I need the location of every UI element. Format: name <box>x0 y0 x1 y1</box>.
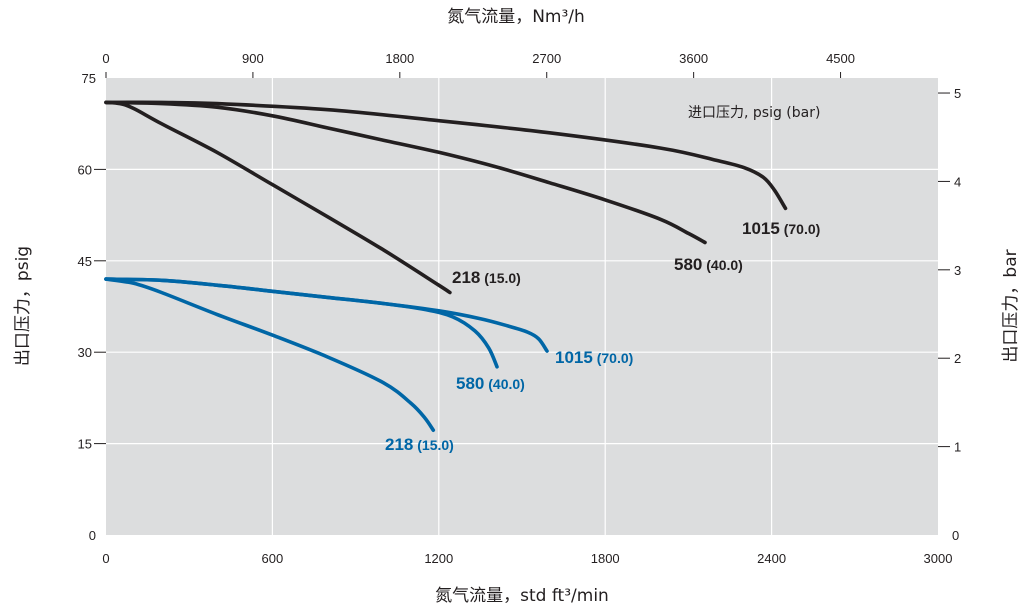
top-tick-label: 2700 <box>532 51 561 66</box>
right-axis-title: 出口压力，bar <box>1001 249 1021 362</box>
curve-labels: 1015 (70.0) 580 (40.0) 218 (15.0) 1015 (70.… <box>385 219 820 454</box>
series-label-218: 218 (15.0) <box>452 268 521 287</box>
series-label-580: 580 (40.0) <box>456 374 525 393</box>
top-tick-label: 3600 <box>679 51 708 66</box>
top-tick-label: 1800 <box>385 51 414 66</box>
left-tick-label: 15 <box>78 437 92 452</box>
bottom-tick-label: 0 <box>102 551 109 566</box>
series-line-218 <box>104 100 452 295</box>
left-axis-title: 出口压力，psig <box>13 246 33 366</box>
right-tick-label: 4 <box>954 174 961 189</box>
right-tick-label: 1 <box>954 440 961 455</box>
right-tick-label: 3 <box>954 263 961 278</box>
plot-area <box>106 78 938 535</box>
series-line-580 <box>104 277 499 369</box>
bottom-axis-title: 氮气流量，std ft³/min <box>435 586 609 606</box>
series-label-1015: 1015 (70.0) <box>742 219 820 238</box>
left-tick-label: 45 <box>78 254 92 269</box>
right-tick-label: 0 <box>952 528 959 543</box>
bottom-tick-label: 3000 <box>924 551 953 566</box>
left-tick-label: 30 <box>78 345 92 360</box>
gridlines <box>106 78 938 535</box>
curves <box>104 100 788 432</box>
bottom-tick-label: 2400 <box>757 551 786 566</box>
top-tick-label: 0 <box>102 51 109 66</box>
bottom-tick-label: 1800 <box>591 551 620 566</box>
right-tick-label: 5 <box>954 86 961 101</box>
top-tick-label: 4500 <box>826 51 855 66</box>
series-label-580: 580 (40.0) <box>674 255 743 274</box>
series-line-580 <box>104 100 707 245</box>
series-label-218: 218 (15.0) <box>385 435 454 454</box>
series-label-1015: 1015 (70.0) <box>555 348 633 367</box>
legend-title: 进口压力, psig (bar) <box>688 105 820 121</box>
left-tick-label: 0 <box>89 528 96 543</box>
bottom-tick-label: 600 <box>262 551 284 566</box>
top-axis-title: 氮气流量，Nm³/h <box>447 7 585 27</box>
bottom-tick-label: 1200 <box>424 551 453 566</box>
series-line-218 <box>104 277 436 432</box>
left-tick-label: 60 <box>78 162 92 177</box>
top-tick-label: 900 <box>242 51 264 66</box>
left-tick-label: 75 <box>82 71 96 86</box>
right-tick-label: 2 <box>954 351 961 366</box>
series-line-1015 <box>104 100 788 211</box>
